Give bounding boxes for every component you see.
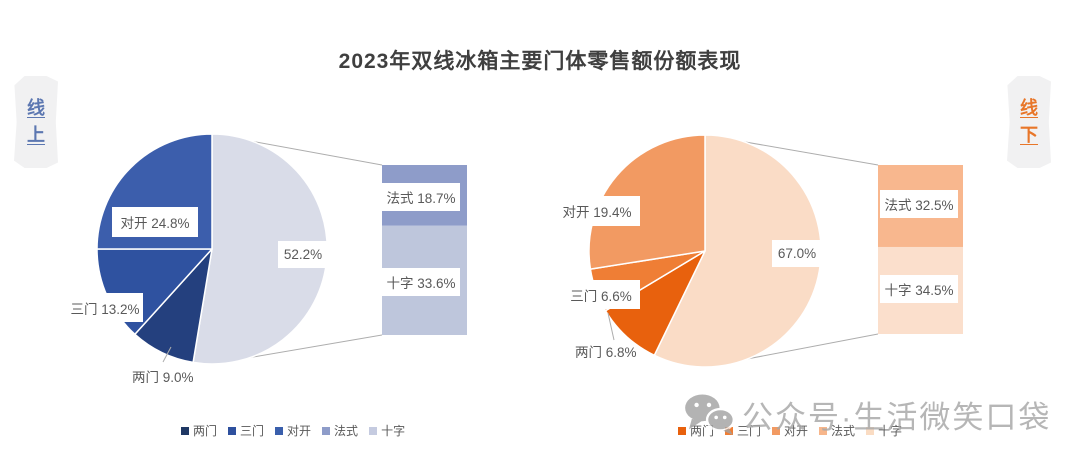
legend-label-duikai: 对开 xyxy=(784,424,809,438)
callout-online-sanmen: 三门 13.2% xyxy=(67,293,143,322)
channel-badge-offline-label: 线下 xyxy=(1020,98,1038,145)
legend-swatch-duikai xyxy=(772,426,781,435)
legend-swatch-fashi xyxy=(819,426,828,435)
callout-offline-combined: 67.0% xyxy=(772,240,822,267)
legend-swatch-shizi xyxy=(866,426,875,435)
legend-swatch-liangmen xyxy=(181,426,189,435)
legend-label-duikai: 对开 xyxy=(287,424,312,438)
wechat-icon xyxy=(685,393,736,435)
legend-item-liangmen: 两门 xyxy=(181,422,217,439)
watermark: 公众号·生活微笑口袋 xyxy=(682,392,1051,437)
legend-swatch-duikai xyxy=(275,426,284,435)
legend-swatch-sanmen xyxy=(228,426,237,435)
legend-label-sanmen: 三门 xyxy=(737,424,762,438)
legend-item-shizi: 十字 xyxy=(369,422,405,439)
callout-offline-duikai: 对开 19.4% xyxy=(554,196,640,226)
legend-item-fashi: 法式 xyxy=(819,422,855,439)
legend-label-sanmen: 三门 xyxy=(240,424,265,438)
legend-label-liangmen: 两门 xyxy=(193,424,218,438)
legend-label-fashi: 法式 xyxy=(334,424,359,438)
channel-badge-online-label: 线上 xyxy=(27,98,45,145)
callout-offline-fashi: 法式 32.5% xyxy=(880,190,958,218)
legend-label-shizi: 十字 xyxy=(381,424,406,438)
legend-swatch-liangmen xyxy=(678,426,686,435)
pie-slice-offline-duikai xyxy=(588,134,706,270)
legend-label-liangmen: 两门 xyxy=(690,424,715,438)
legend-label-fashi: 法式 xyxy=(831,424,856,438)
legend-item-sanmen: 三门 xyxy=(228,422,264,439)
watermark-text: 公众号·生活微笑口袋 xyxy=(742,400,1052,435)
page-title: 2023年双线冰箱主要门体零售额份额表现 xyxy=(338,50,742,73)
callout-online-combined: 52.2% xyxy=(278,241,328,268)
legend-item-duikai: 对开 xyxy=(772,422,808,439)
legend-swatch-shizi xyxy=(369,426,378,435)
legend-item-fashi: 法式 xyxy=(322,422,358,439)
callout-online-liangmen: 两门 9.0% xyxy=(132,370,194,385)
channel-badge-offline: 线下 xyxy=(1007,76,1051,168)
legend-label-shizi: 十字 xyxy=(878,424,903,438)
callout-online-shizi: 十字 33.6% xyxy=(382,268,460,296)
legend-offline: 两门 三门 对开 法式 十字 xyxy=(678,422,902,439)
callout-online-duikai: 对开 24.8% xyxy=(112,207,198,237)
legend-item-liangmen: 两门 xyxy=(678,422,714,439)
legend-item-shizi: 十字 xyxy=(866,422,902,439)
callout-offline-sanmen: 三门 6.6% xyxy=(562,280,640,309)
legend-online: 两门 三门 对开 法式 十字 xyxy=(181,422,405,439)
pie-slice-offline-combined xyxy=(653,134,822,368)
callout-online-fashi: 法式 18.7% xyxy=(382,183,460,211)
legend-swatch-fashi xyxy=(322,426,331,435)
callout-offline-liangmen: 两门 6.8% xyxy=(575,345,637,360)
legend-item-duikai: 对开 xyxy=(275,422,311,439)
callout-offline-shizi: 十字 34.5% xyxy=(880,275,958,303)
channel-badge-online: 线上 xyxy=(14,76,58,168)
